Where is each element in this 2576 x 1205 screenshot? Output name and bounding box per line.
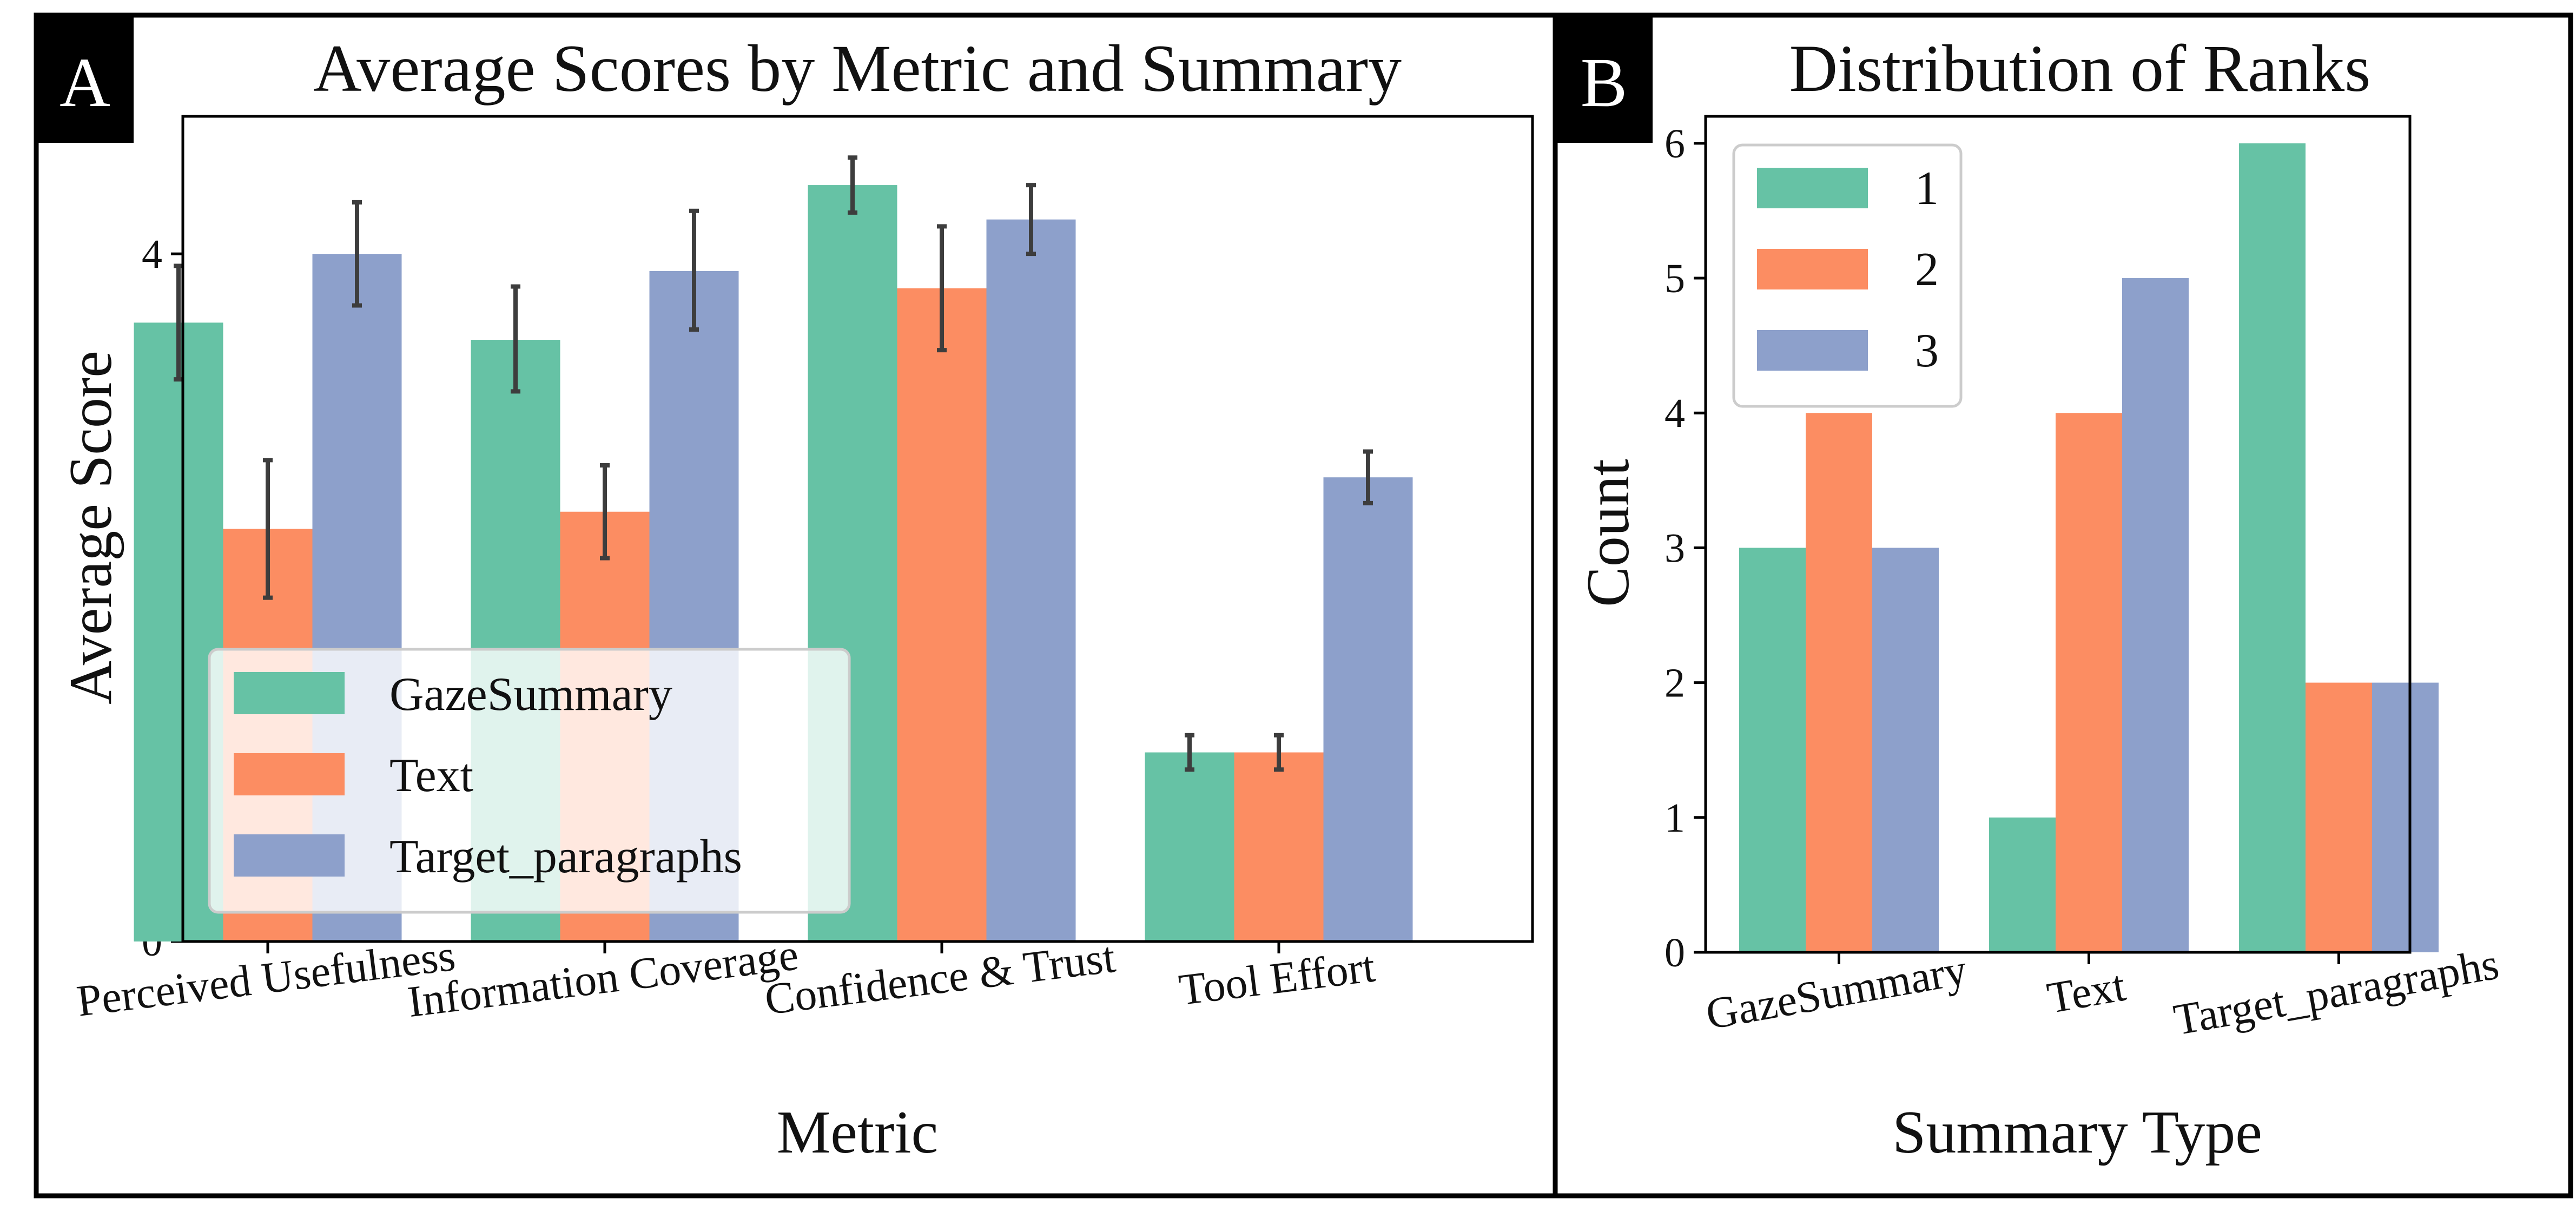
panel-a: A Average Scores by Metric and Summary M… bbox=[34, 12, 1558, 1199]
chart-a-bar-target-paragraphs-tool-effort bbox=[1323, 477, 1413, 941]
chart-b-xtick-label-text: Text bbox=[2044, 961, 2129, 1023]
chart-b-ytick-label-1: 1 bbox=[1665, 795, 1685, 841]
chart-a-errorbar-target-paragraphs-perceived-usefulness bbox=[352, 200, 362, 308]
panel-b-letter: B bbox=[1581, 44, 1628, 122]
chart-a-errorbar-gazesummary-tool-effort bbox=[1185, 733, 1194, 772]
legend-a-label-text: Text bbox=[389, 749, 473, 802]
chart-a-errorbar-text-confidence-trust bbox=[937, 224, 947, 353]
chart-b-bar-1-target-paragraphs bbox=[2239, 143, 2306, 952]
chart-a-errorbar-text-perceived-usefulness bbox=[263, 458, 273, 600]
chart-b-ytick-label-4: 4 bbox=[1665, 391, 1685, 436]
legend-a-label-target-paragraphs: Target_paragraphs bbox=[389, 831, 742, 883]
chart-a-errorbar-text-tool-effort bbox=[1274, 733, 1284, 772]
chart-a-errorbar-gazesummary-information-coverage bbox=[511, 284, 520, 394]
chart-b-bar-3-gazesummary bbox=[1872, 548, 1939, 952]
chart-b-title: Distribution of Ranks bbox=[1789, 31, 2371, 106]
chart-b-ytick-label-3: 3 bbox=[1665, 525, 1685, 571]
chart-a-xtick-label-confidence-trust: Confidence & Trust bbox=[762, 932, 1118, 1024]
chart-a-xtick-label-perceived-usefulness: Perceived Usefulness bbox=[74, 931, 458, 1026]
chart-b-bar-3-text bbox=[2122, 278, 2189, 953]
chart-a-xtick-label-information-coverage: Information Coverage bbox=[405, 930, 801, 1026]
chart-b-ytick-label-0: 0 bbox=[1665, 930, 1685, 976]
panel-a-badge bbox=[36, 15, 134, 143]
chart-b-plot: 0 1 2 3 4 5 6 GazeSummary Text Target_paragraphs bbox=[1665, 121, 2502, 1045]
legend-a-swatch-target-paragraphs bbox=[234, 834, 345, 877]
chart-b-bar-2-gazesummary bbox=[1806, 413, 1872, 952]
chart-a-errorbar-target-paragraphs-information-coverage bbox=[689, 208, 699, 332]
chart-b-ytick-label-2: 2 bbox=[1665, 661, 1685, 706]
legend-b-label-3: 3 bbox=[1915, 325, 1939, 377]
chart-a-ylabel: Average Score bbox=[57, 351, 124, 704]
chart-b-bar-1-gazesummary bbox=[1739, 548, 1806, 952]
legend-a-swatch-text bbox=[234, 753, 345, 795]
chart-a-errorbar-target-paragraphs-tool-effort bbox=[1363, 449, 1373, 505]
chart-a-xlabel: Metric bbox=[777, 1099, 939, 1166]
chart-a-errorbar-target-paragraphs-confidence-trust bbox=[1026, 183, 1036, 256]
chart-a-xtick-label-tool-effort: Tool Effort bbox=[1176, 941, 1378, 1015]
legend-b-swatch-2 bbox=[1757, 249, 1868, 289]
legend-a-label-gazesummary: GazeSummary bbox=[389, 668, 672, 721]
chart-a-title: Average Scores by Metric and Summary bbox=[313, 31, 1402, 106]
chart-a-legend: GazeSummary Text Target_paragraphs bbox=[208, 648, 851, 914]
chart-b-xlabel: Summary Type bbox=[1892, 1099, 2262, 1166]
panel-b: B Distribution of Ranks Summary Type Cou… bbox=[1553, 12, 2573, 1199]
chart-a-plot-frame bbox=[181, 115, 1534, 943]
legend-b-swatch-3 bbox=[1757, 330, 1868, 371]
chart-b-ytick-label-5: 5 bbox=[1665, 256, 1685, 301]
chart-b-ylabel: Count bbox=[1575, 459, 1642, 607]
chart-a-legend-box bbox=[208, 648, 851, 914]
chart-a-bar-text-confidence-trust bbox=[897, 288, 987, 942]
chart-a-bar-target-paragraphs-confidence-trust bbox=[986, 219, 1076, 941]
chart-b-xtick-label-gazesummary: GazeSummary bbox=[1702, 945, 1971, 1039]
chart-a-bar-gazesummary-tool-effort bbox=[1145, 752, 1234, 941]
panel-b-border bbox=[1553, 12, 2573, 1199]
chart-b-bar-2-target-paragraphs bbox=[2306, 682, 2372, 952]
legend-b-label-2: 2 bbox=[1915, 243, 1939, 296]
panel-a-letter: A bbox=[60, 44, 110, 122]
chart-b-bar-2-text bbox=[2056, 413, 2122, 952]
legend-b-swatch-1 bbox=[1757, 168, 1868, 208]
chart-b-bar-1-text bbox=[1989, 817, 2056, 952]
chart-b-ytick-label-6: 6 bbox=[1665, 121, 1685, 167]
chart-b-xtick-label-target-paragraphs: Target_paragraphs bbox=[2170, 939, 2502, 1044]
chart-b-bar-3-target-paragraphs bbox=[2372, 682, 2439, 952]
chart-a-errorbar-gazesummary-confidence-trust bbox=[848, 155, 857, 215]
panel-b-badge bbox=[1555, 15, 1653, 143]
chart-b-plot-frame bbox=[1704, 115, 2412, 954]
chart-a-ytick-label-4: 4 bbox=[142, 232, 162, 277]
chart-a-errorbar-text-information-coverage bbox=[600, 463, 610, 561]
legend-b-label-1: 1 bbox=[1915, 162, 1939, 215]
legend-a-swatch-gazesummary bbox=[234, 672, 345, 714]
chart-a-bar-text-tool-effort bbox=[1234, 752, 1324, 941]
chart-b-legend: 1 2 3 bbox=[1732, 143, 1963, 408]
